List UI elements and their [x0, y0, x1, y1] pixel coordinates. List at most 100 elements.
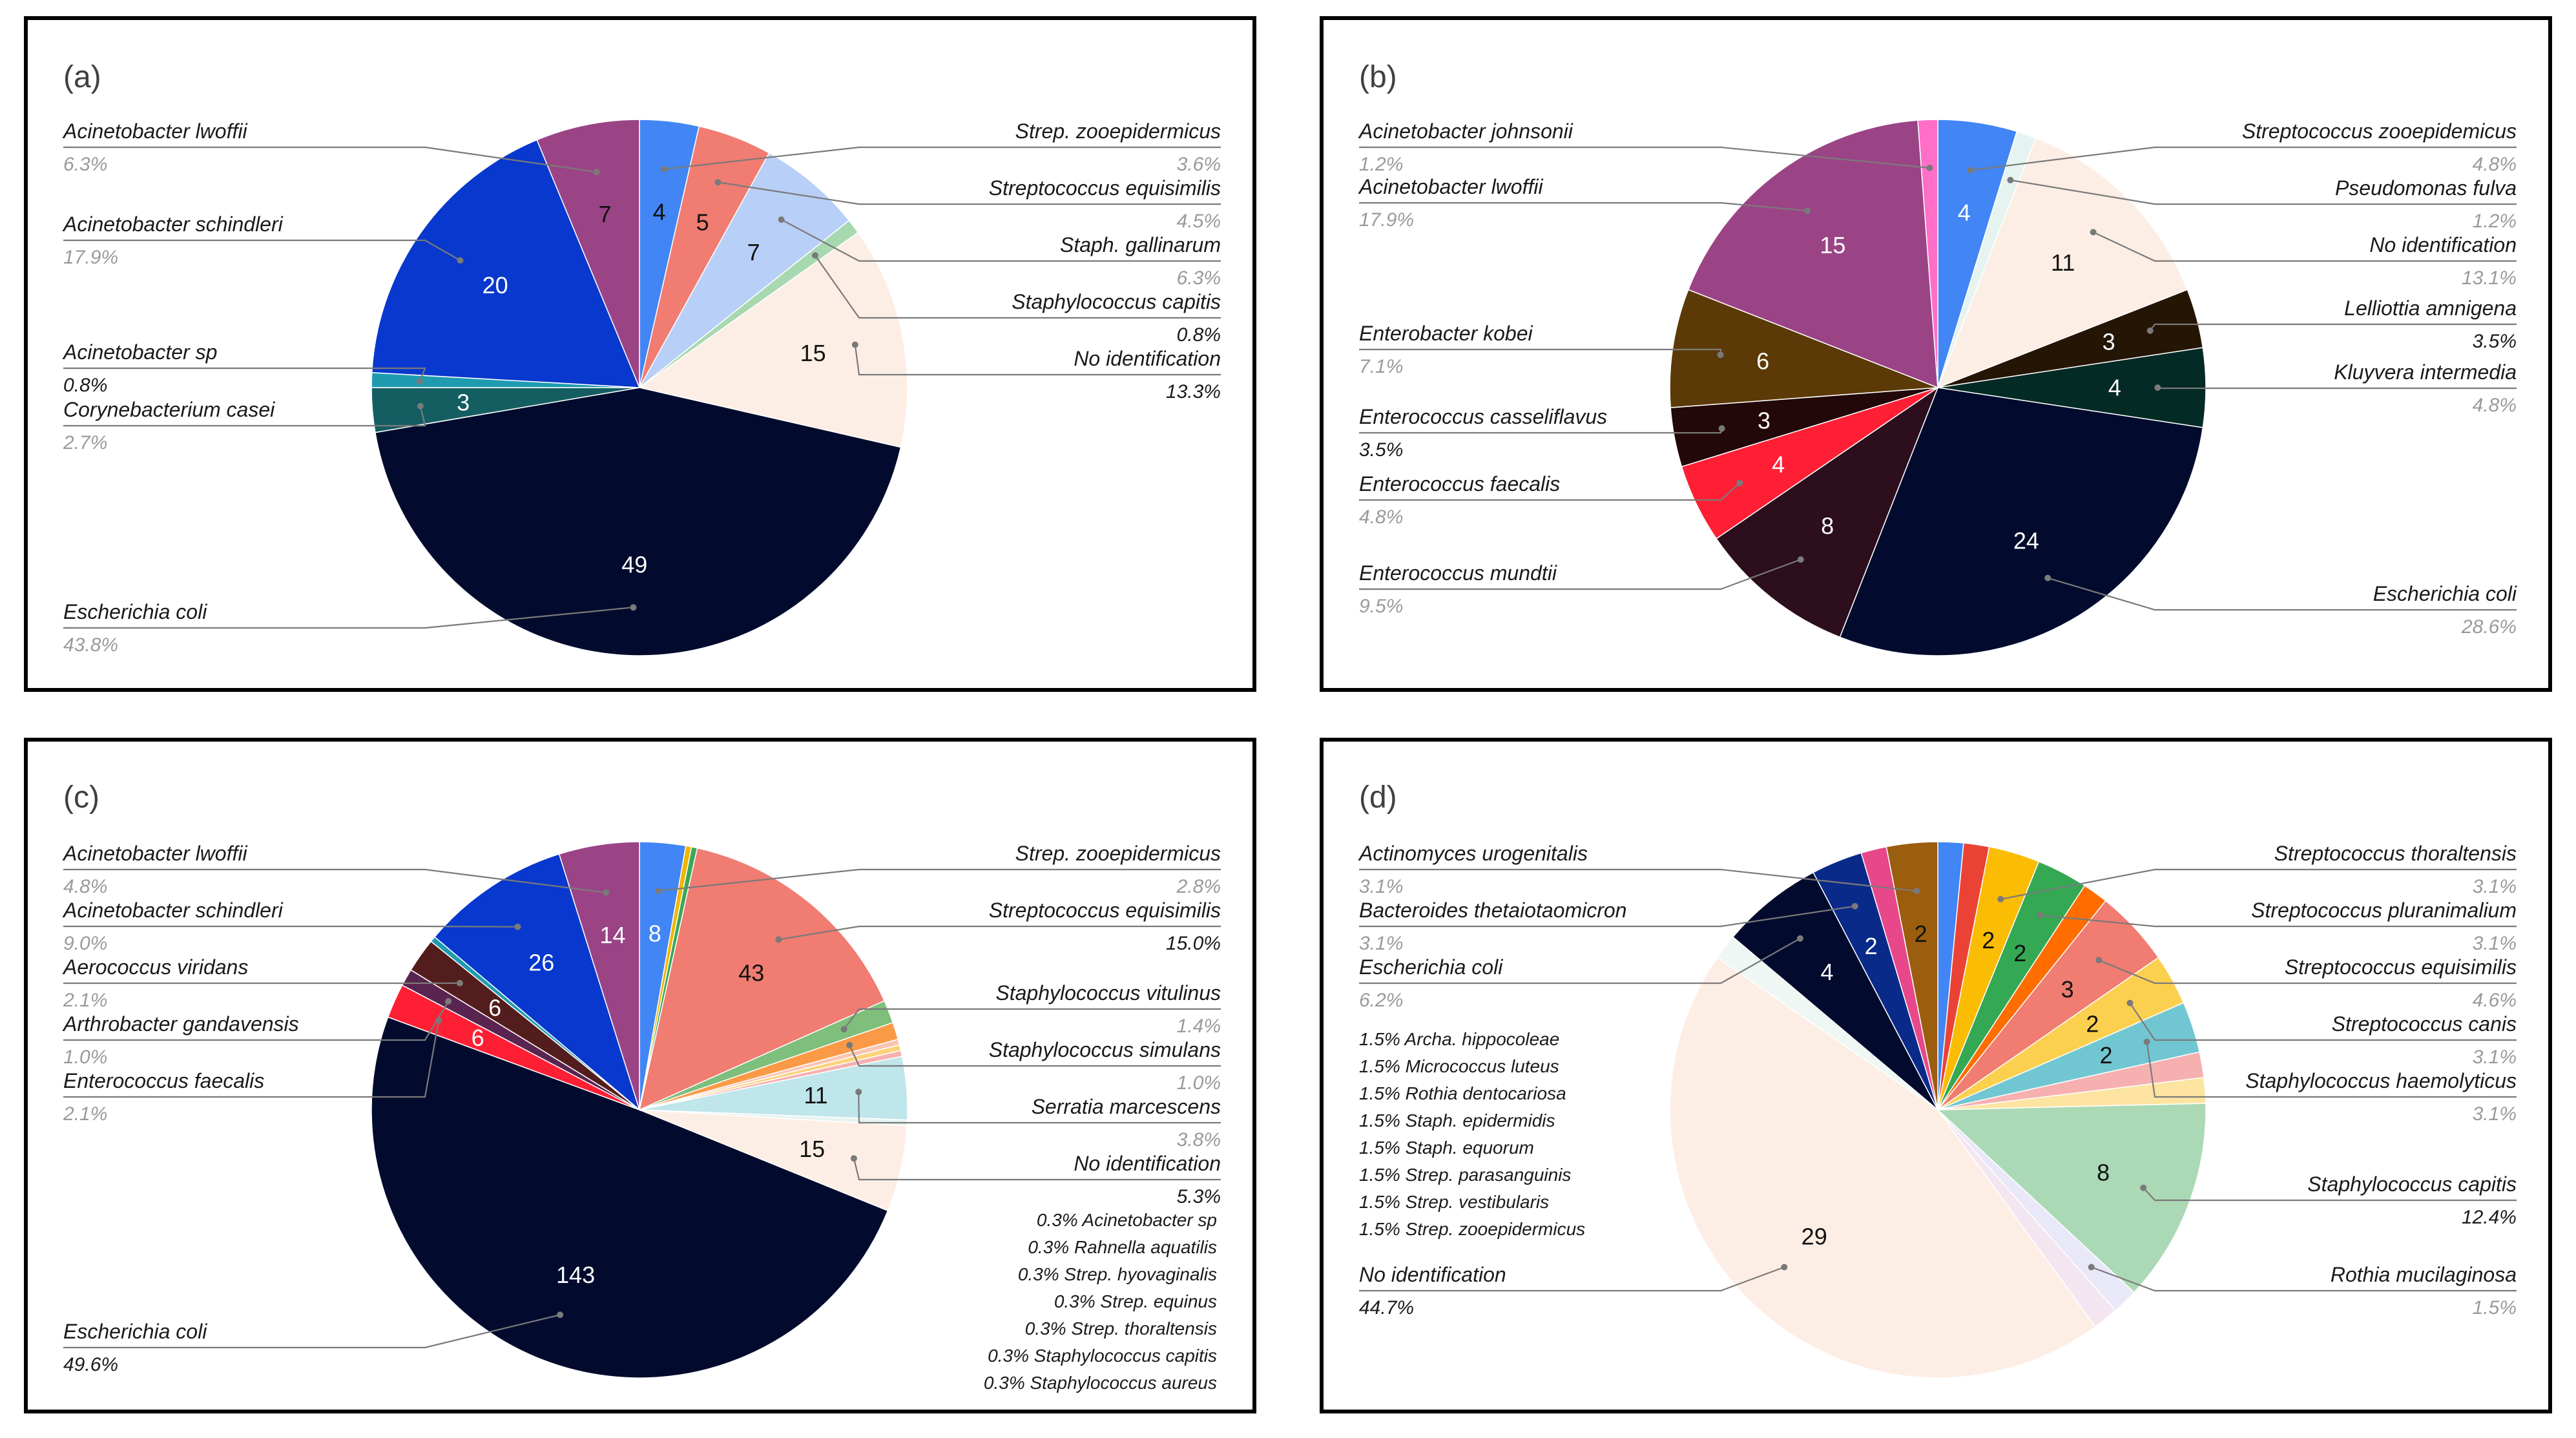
- callout-name: No identification: [1074, 1152, 1221, 1175]
- callout-escherichia-coli: Escherichia coli 49.6%: [63, 1311, 564, 1375]
- leader-line: [815, 255, 1221, 319]
- callout-name: Strep. zooepidermicus: [1015, 842, 1221, 865]
- leader-dot: [2044, 574, 2051, 581]
- callout-name: Acinetobacter schindleri: [62, 899, 284, 922]
- callout-percent: 6.3%: [63, 154, 107, 175]
- leader-dot: [1797, 556, 1804, 563]
- leader-line: [843, 1008, 1221, 1030]
- leader-dot: [2095, 957, 2103, 964]
- slice-value-label: 4: [1958, 200, 1971, 226]
- slice-value-label: 8: [1821, 513, 1834, 539]
- leader-line: [858, 1092, 1221, 1124]
- callout-percent: 15.0%: [1166, 933, 1221, 954]
- leader-line: [63, 868, 607, 893]
- slice-value-label: 7: [599, 201, 612, 227]
- callout-name: Strep. zooepidermicus: [1015, 120, 1221, 143]
- leader-line: [2129, 1002, 2517, 1041]
- leader-line: [658, 868, 1221, 892]
- minor-species-item: 1.5% Rothia dentocariosa: [1359, 1083, 1566, 1103]
- pie-slice-enterococcus-mundtii: [1716, 386, 1939, 638]
- panel-c-letter: (c): [63, 780, 99, 815]
- callout-streptococcus-pluranimalium: Streptococcus pluranimalium 3.1%: [2037, 899, 2517, 954]
- callout-enterobacter-kobei: Enterobacter kobei 7.1%: [1359, 322, 1724, 377]
- callout-serratia-marcescens: Serratia marcescens 3.8%: [855, 1089, 1221, 1151]
- leader-dot: [1736, 479, 1743, 486]
- panel-c-pie: 8 43 11 15 143 66 26 14: [371, 841, 908, 1379]
- callout-staph-gallinarum: Staph. gallinarum 6.3%: [778, 216, 1221, 289]
- leader-line: [2098, 959, 2517, 985]
- minor-species-item: 0.3% Staphylococcus aureus: [984, 1373, 1217, 1393]
- callout-name: Acinetobacter lwoffii: [1358, 175, 1543, 198]
- callout-no-identification: No identification 5.3%: [850, 1152, 1221, 1207]
- callout-percent: 2.1%: [63, 1103, 107, 1125]
- slice-value-label: 26: [528, 950, 554, 976]
- pie-slice-acinetobacter-lwoffii: [1687, 120, 1938, 389]
- leader-dot: [1803, 207, 1811, 214]
- callout-kluyvera-intermedia: Kluyvera intermedia 4.8%: [2154, 360, 2517, 416]
- leader-line: [2143, 1187, 2517, 1202]
- leader-dot: [1851, 902, 1858, 910]
- leader-line: [63, 367, 426, 382]
- pie-slice-escherichia-coli: [1839, 387, 2204, 656]
- callout-name: Kluyvera intermedia: [2334, 360, 2517, 384]
- slice-value-label: 6: [488, 995, 501, 1021]
- leader-line: [1359, 482, 1741, 501]
- leader-line: [2146, 1041, 2517, 1098]
- leader-dot: [811, 252, 818, 259]
- leader-dot: [1913, 888, 1920, 895]
- callout-no-identification: No identification 13.3%: [851, 341, 1221, 402]
- pie-slice-streptococcus-equisimilis: [638, 847, 886, 1111]
- callout-percent: 3.1%: [2473, 933, 2517, 954]
- slice-value-label: 15: [799, 1136, 825, 1162]
- leader-line: [2047, 577, 2517, 611]
- callout-percent: 7.1%: [1359, 356, 1403, 377]
- leader-dot: [416, 378, 423, 385]
- callout-arthrobacter-gandavensis: Arthrobacter gandavensis 1.0%: [62, 998, 452, 1068]
- panel-d-letter: (d): [1359, 780, 1397, 815]
- callout-percent: 2.8%: [1176, 876, 1221, 897]
- callout-percent: 44.7%: [1359, 1297, 1414, 1318]
- slice-value-label: 11: [2051, 249, 2075, 276]
- slice-value-label: 24: [2013, 528, 2039, 554]
- callout-bacteroides-thetaiotaomicron: Bacteroides thetaiotaomicron 3.1%: [1359, 899, 1858, 954]
- callout-name: Staphylococcus capitis: [2307, 1172, 2517, 1196]
- leader-dot: [1718, 425, 1725, 432]
- callout-percent: 4.5%: [1177, 211, 1221, 232]
- slice-value-label: 5: [696, 209, 709, 236]
- callout-name: Corynebacterium casei: [63, 398, 275, 421]
- callout-name: Escherichia coli: [2373, 582, 2517, 605]
- leader-dot: [2126, 999, 2134, 1006]
- callout-name: Escherichia coli: [63, 1320, 207, 1343]
- callout-name: Enterococcus mundtii: [1359, 561, 1557, 585]
- leader-dot: [1997, 895, 2004, 902]
- leader-dot: [2146, 327, 2154, 334]
- slice-value-label: 2: [2086, 1010, 2099, 1037]
- slice-value-label: 14: [599, 922, 625, 948]
- leader-dot: [1796, 935, 1803, 942]
- callout-rothia-mucilaginosa: Rothia mucilaginosa 1.5%: [2088, 1263, 2517, 1318]
- leader-dot: [1717, 351, 1724, 359]
- callout-strep-zooepidermicus: Strep. zooepidermicus 2.8%: [655, 842, 1221, 897]
- pie-slice-no-identification: [1937, 137, 2188, 389]
- pie-slice-staph-gallinarum: [639, 152, 850, 388]
- slice-value-label: 6: [1756, 348, 1769, 375]
- leader-line: [1359, 559, 1802, 590]
- callout-enterococcus-faecalis: Enterococcus faecalis 2.1%: [63, 1017, 442, 1125]
- minor-species-list: 0.3% Acinetobacter sp 0.3% Rahnella aquat…: [984, 1210, 1217, 1393]
- leader-dot: [514, 923, 521, 930]
- leader-dot: [2037, 912, 2044, 919]
- callout-name: Streptococcus equisimilis: [989, 176, 1221, 200]
- callout-name: Serratia marcescens: [1032, 1095, 1221, 1118]
- callout-escherichia-coli: Escherichia coli 6.2%: [1359, 935, 1803, 1011]
- leader-dot: [456, 979, 463, 986]
- callout-percent: 3.1%: [1359, 876, 1403, 897]
- callout-name: Staph. gallinarum: [1060, 233, 1221, 256]
- leader-line: [663, 146, 1221, 170]
- leader-dot: [778, 216, 785, 223]
- slice-value-label: 4: [2108, 375, 2121, 401]
- leader-line: [1359, 146, 1930, 169]
- callout-name: Streptococcus equisimilis: [989, 899, 1221, 922]
